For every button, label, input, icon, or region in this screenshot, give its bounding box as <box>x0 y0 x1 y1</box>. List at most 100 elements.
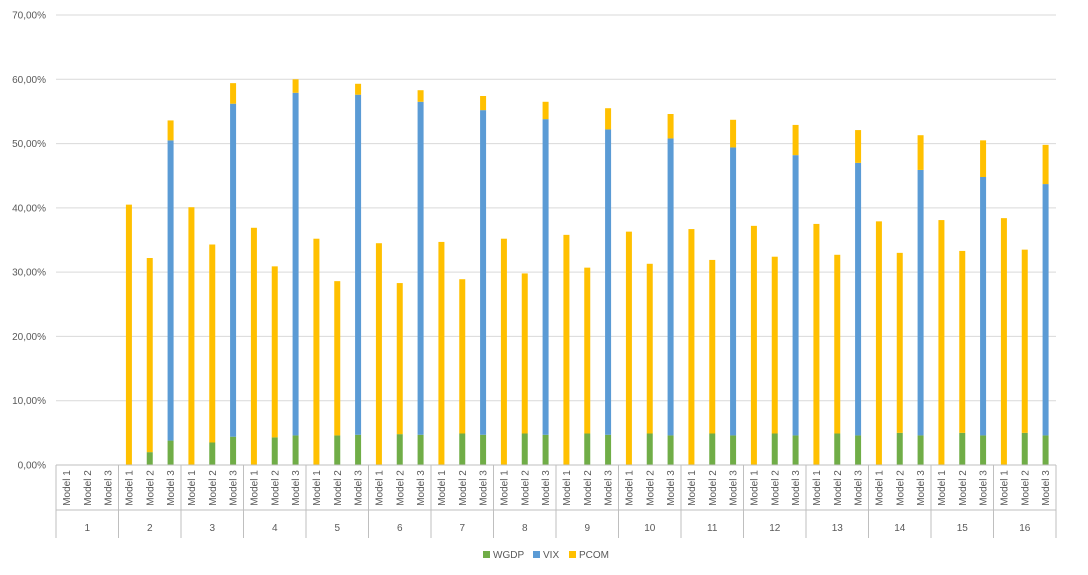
group-label: 1 <box>84 523 90 534</box>
bar-pcom-g6-m1 <box>375 243 382 465</box>
bar-wgdp-g6-m2 <box>396 434 403 465</box>
bar-wgdp-g13-m2 <box>834 433 841 465</box>
model-label: Model 1 <box>749 470 760 506</box>
bar-pcom-g15-m3 <box>980 140 987 177</box>
bar-vix-g6-m3 <box>417 101 424 435</box>
bar-wgdp-g15-m3 <box>980 435 987 465</box>
bar-wgdp-g10-m3 <box>667 435 674 465</box>
y-tick-label: 10,00% <box>12 396 46 407</box>
y-tick-label: 20,00% <box>12 332 46 343</box>
axes <box>55 464 1057 538</box>
group-label: 7 <box>459 523 465 534</box>
bar-pcom-g12-m1 <box>750 225 757 465</box>
model-label: Model 2 <box>770 470 781 506</box>
bar-wgdp-g9-m3 <box>605 434 612 465</box>
model-label: Model 2 <box>395 470 406 506</box>
y-tick-label: 40,00% <box>12 203 46 214</box>
bar-wgdp-g12-m2 <box>771 433 778 465</box>
model-label: Model 2 <box>208 470 219 506</box>
legend-swatch-vix <box>533 551 540 558</box>
model-label: Model 3 <box>291 470 302 506</box>
legend: WGDP VIX PCOM <box>483 550 609 561</box>
bar-vix-g9-m3 <box>605 129 612 435</box>
bar-wgdp-g14-m3 <box>917 435 924 465</box>
model-label: Model 3 <box>979 470 990 506</box>
bar-pcom-g3-m3 <box>230 83 237 104</box>
legend-label-wgdp: WGDP <box>493 550 524 561</box>
model-label: Model 2 <box>270 470 281 506</box>
model-label: Model 1 <box>187 470 198 506</box>
bar-pcom-g6-m3 <box>417 90 424 102</box>
model-label: Model 3 <box>854 470 865 506</box>
bar-pcom-g2-m2 <box>146 258 153 453</box>
bar-pcom-g14-m1 <box>875 221 882 465</box>
bar-wgdp-g8-m2 <box>521 433 528 465</box>
group-label: 2 <box>147 523 153 534</box>
group-label: 4 <box>272 523 278 534</box>
bar-wgdp-g2-m2 <box>146 452 153 465</box>
bar-wgdp-g12-m3 <box>792 435 799 465</box>
model-label: Model 1 <box>999 470 1010 506</box>
group-label: 9 <box>584 523 590 534</box>
axis-labels: 0,00% 10,00% 20,00% 30,00% 40,00% 50,00% 60,00… <box>12 11 1052 535</box>
group-label: 16 <box>1019 523 1031 534</box>
bar-wgdp-g3-m2 <box>209 442 216 465</box>
model-label: Model 2 <box>583 470 594 506</box>
bar-vix-g16-m3 <box>1042 184 1049 436</box>
bar-pcom-g8-m1 <box>500 238 507 465</box>
bar-pcom-g13-m1 <box>813 223 820 465</box>
model-label: Model 2 <box>333 470 344 506</box>
model-label: Model 1 <box>812 470 823 506</box>
bar-pcom-g10-m2 <box>646 263 653 434</box>
bar-pcom-g12-m2 <box>771 256 778 434</box>
model-label: Model 1 <box>312 470 323 506</box>
bar-wgdp-g7-m2 <box>459 433 466 465</box>
group-label: 13 <box>832 523 844 534</box>
bar-wgdp-g5-m2 <box>334 435 341 465</box>
bar-pcom-g5-m1 <box>313 238 320 465</box>
bar-wgdp-g14-m2 <box>896 432 903 465</box>
bar-wgdp-g16-m2 <box>1021 432 1028 465</box>
bar-pcom-g9-m3 <box>605 108 612 130</box>
model-label: Model 3 <box>729 470 740 506</box>
gridlines <box>56 14 1056 402</box>
bar-pcom-g15-m2 <box>959 250 966 433</box>
bar-wgdp-g9-m2 <box>584 433 591 465</box>
model-label: Model 2 <box>520 470 531 506</box>
model-label: Model 3 <box>354 470 365 506</box>
model-label: Model 1 <box>874 470 885 506</box>
model-label: Model 1 <box>437 470 448 506</box>
model-label: Model 3 <box>916 470 927 506</box>
model-label: Model 3 <box>1041 470 1052 506</box>
bar-vix-g3-m3 <box>230 103 237 437</box>
bar-wgdp-g6-m3 <box>417 434 424 465</box>
group-label: 3 <box>209 523 215 534</box>
bar-pcom-g8-m2 <box>521 273 528 434</box>
model-label: Model 3 <box>791 470 802 506</box>
bar-pcom-g5-m3 <box>355 83 362 95</box>
bar-pcom-g7-m3 <box>480 96 487 111</box>
y-tick-label: 50,00% <box>12 139 46 150</box>
group-label: 8 <box>522 523 528 534</box>
bar-wgdp-g11-m3 <box>730 435 737 465</box>
bar-pcom-g10-m3 <box>667 114 674 139</box>
bar-pcom-g13-m3 <box>855 130 862 163</box>
bar-wgdp-g4-m3 <box>292 435 299 465</box>
model-label: Model 3 <box>166 470 177 506</box>
bar-vix-g15-m3 <box>980 177 987 436</box>
bar-wgdp-g4-m2 <box>271 437 278 465</box>
legend-swatch-pcom <box>569 551 576 558</box>
bar-pcom-g9-m1 <box>563 234 570 465</box>
bar-pcom-g12-m3 <box>792 124 799 156</box>
model-label: Model 3 <box>104 470 115 506</box>
bar-wgdp-g13-m3 <box>855 435 862 465</box>
model-label: Model 1 <box>624 470 635 506</box>
bar-wgdp-g10-m2 <box>646 433 653 465</box>
y-tick-label: 60,00% <box>12 75 46 86</box>
bar-wgdp-g5-m3 <box>355 434 362 465</box>
bar-wgdp-g7-m3 <box>480 434 487 465</box>
legend-label-pcom: PCOM <box>579 550 609 561</box>
bar-vix-g4-m3 <box>292 92 299 436</box>
y-tick-label: 30,00% <box>12 268 46 279</box>
